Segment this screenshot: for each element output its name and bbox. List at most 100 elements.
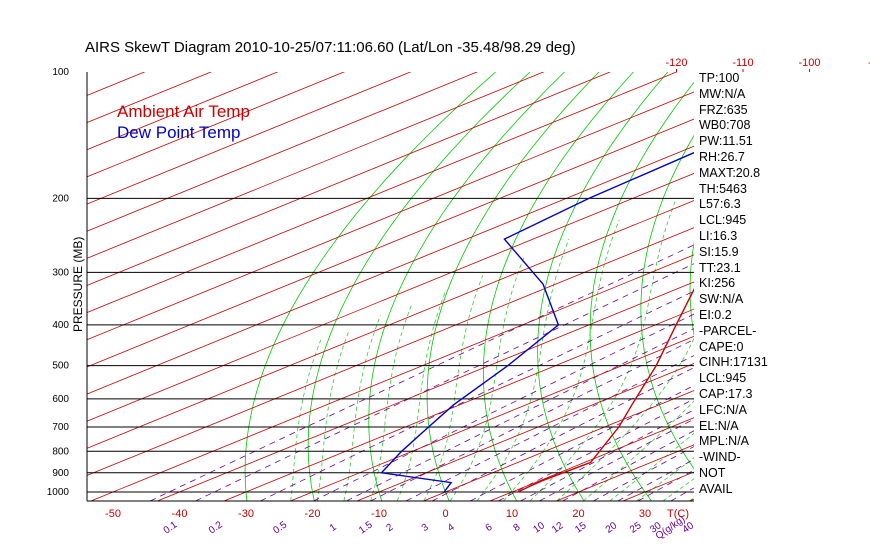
isotherm-line xyxy=(91,254,694,501)
mixing-ratio-label: 4 xyxy=(446,522,457,534)
mixing-ratio-label: 0.1 xyxy=(162,519,180,536)
top-temperature-label: -120 xyxy=(665,57,687,69)
isotherm-line xyxy=(224,308,694,501)
index-line: CAP:17.3 xyxy=(699,386,753,401)
index-line: MPL:N/A xyxy=(699,434,750,449)
index-line: PW:11.51 xyxy=(699,134,753,149)
mixing-ratio-label: 25 xyxy=(628,520,644,536)
legend-dewpoint: Dew Point Temp xyxy=(117,123,240,142)
bottom-temperature-label: -30 xyxy=(238,508,254,520)
bottom-temperature-label: -10 xyxy=(371,508,387,520)
dry-adiabat-line xyxy=(307,72,531,501)
mixing-ratio-line xyxy=(346,328,694,501)
moist-adiabat-line xyxy=(396,289,447,501)
sounding-indices-panel: TP:100 MW:N/A FRZ:635 WB0:708 PW:11.51 RH:26.… xyxy=(699,71,869,498)
isotherm-line xyxy=(87,227,694,476)
index-line: TH:5463 xyxy=(699,181,747,196)
isotherm-line xyxy=(87,118,694,368)
moist-adiabat-line xyxy=(583,400,694,501)
moist-adiabat-line xyxy=(503,219,620,501)
isobars xyxy=(87,197,694,493)
isotherms xyxy=(87,72,694,501)
top-temperature-label: -100 xyxy=(798,57,820,69)
isotherm-line xyxy=(87,200,694,449)
index-line: TP:100 xyxy=(699,71,740,85)
index-line: WB0:708 xyxy=(699,118,751,133)
sounding-traces xyxy=(380,151,694,493)
isotherm-line xyxy=(87,145,694,395)
legend-ambient: Ambient Air Temp xyxy=(117,102,250,121)
bottom-temperature-label: 20 xyxy=(572,508,584,520)
mixing-ratio-label: 0.2 xyxy=(207,519,225,536)
moist-adiabat-line xyxy=(609,432,694,501)
mixing-ratio-label: 1.5 xyxy=(357,519,375,536)
moist-adiabat-line xyxy=(476,238,570,501)
index-line: SI:15.9 xyxy=(699,244,739,259)
dew-point-temp-line xyxy=(380,151,694,493)
pressure-tick-label: 200 xyxy=(52,193,69,204)
isotherm-line xyxy=(87,72,545,259)
plot-area xyxy=(87,72,694,501)
isotherm-line xyxy=(87,91,694,341)
mixing-ratio-label: 15 xyxy=(573,520,589,536)
moist-adiabat-line xyxy=(423,275,484,501)
bottom-temperature-labels: -50 -40 -30 -20 -10 0 10 20 30 T(C) xyxy=(105,508,689,520)
moist-adiabat-line xyxy=(449,256,525,501)
top-temperature-labels: -120-110-100-90-80-70-60-50-40 xyxy=(665,57,870,72)
top-temperature-label: -110 xyxy=(732,57,753,69)
index-line: NOT xyxy=(699,465,726,480)
top-temperature-label: -90 xyxy=(868,57,870,69)
pressure-tick-label: 900 xyxy=(52,468,69,479)
moist-adiabat-line xyxy=(370,302,413,501)
index-line: RH:26.7 xyxy=(699,149,745,164)
mixing-ratio-label: 10 xyxy=(531,520,547,536)
isotherm-line xyxy=(87,72,678,314)
index-line: -WIND- xyxy=(699,450,741,465)
index-line: MW:N/A xyxy=(699,86,746,101)
dry-adiabat-line xyxy=(689,240,694,337)
index-line: SW:N/A xyxy=(699,292,744,307)
index-line: MAXT:20.8 xyxy=(699,165,761,180)
bottom-temperature-label: -50 xyxy=(105,508,121,520)
index-line: CINH:17131 xyxy=(699,355,768,370)
mixing-ratio-line xyxy=(195,263,694,501)
bottom-temperature-label: 10 xyxy=(506,508,518,520)
index-line: LI:16.3 xyxy=(699,228,738,243)
moist-adiabats xyxy=(290,198,694,501)
pressure-tick-label: 800 xyxy=(52,446,69,457)
pressure-tick-label: 1000 xyxy=(47,487,70,498)
pressure-tick-label: 500 xyxy=(52,361,69,372)
isotherm-line xyxy=(423,390,694,501)
mixing-ratio-label: 0.5 xyxy=(271,519,289,536)
moist-adiabat-line xyxy=(316,329,350,501)
mixing-ratio-labels: 0.1 0.2 0.5 1 1.5 2 3 4 6 8 10 12 15 20 25 30 40Q(g/kg) xyxy=(162,514,697,542)
isotherm-line xyxy=(87,72,412,205)
bottom-temperature-label: 0 xyxy=(442,508,448,520)
index-line: TT:23.1 xyxy=(699,260,741,275)
y-axis-label: PRESSURE (MB) xyxy=(71,237,85,332)
index-line: AVAIL xyxy=(699,481,733,496)
mixing-ratio-label: 1 xyxy=(328,522,339,534)
moist-adiabat-line xyxy=(556,337,694,501)
index-line: EL:N/A xyxy=(699,418,739,433)
mixing-ratio-label: 8 xyxy=(512,522,523,534)
isotherm-line xyxy=(87,172,694,422)
chart-title: AIRS SkewT Diagram 2010-10-25/07:11:06.6… xyxy=(85,39,576,56)
isotherm-line xyxy=(290,335,694,501)
isotherm-line xyxy=(490,417,694,501)
mixing-ratio-label: 12 xyxy=(550,520,566,536)
index-line: L57:6.3 xyxy=(699,197,741,212)
pressure-labels: 100 200 300 400 500 600 700 800 900 1000 xyxy=(47,67,70,498)
index-line: LCL:945 xyxy=(699,371,747,386)
moist-adiabat-line xyxy=(290,340,322,501)
dry-adiabat-line xyxy=(589,81,694,501)
index-line: EI:0.2 xyxy=(699,307,732,322)
ambient-air-temp-line xyxy=(517,287,694,493)
mixing-ratio-label: 20 xyxy=(604,520,620,536)
isotherm-line xyxy=(357,362,694,501)
mixing-ratio-label: 6 xyxy=(484,522,495,534)
bottom-temperature-label: -20 xyxy=(305,508,321,520)
isotherm-line xyxy=(87,72,611,286)
pressure-tick-label: 600 xyxy=(52,394,69,405)
